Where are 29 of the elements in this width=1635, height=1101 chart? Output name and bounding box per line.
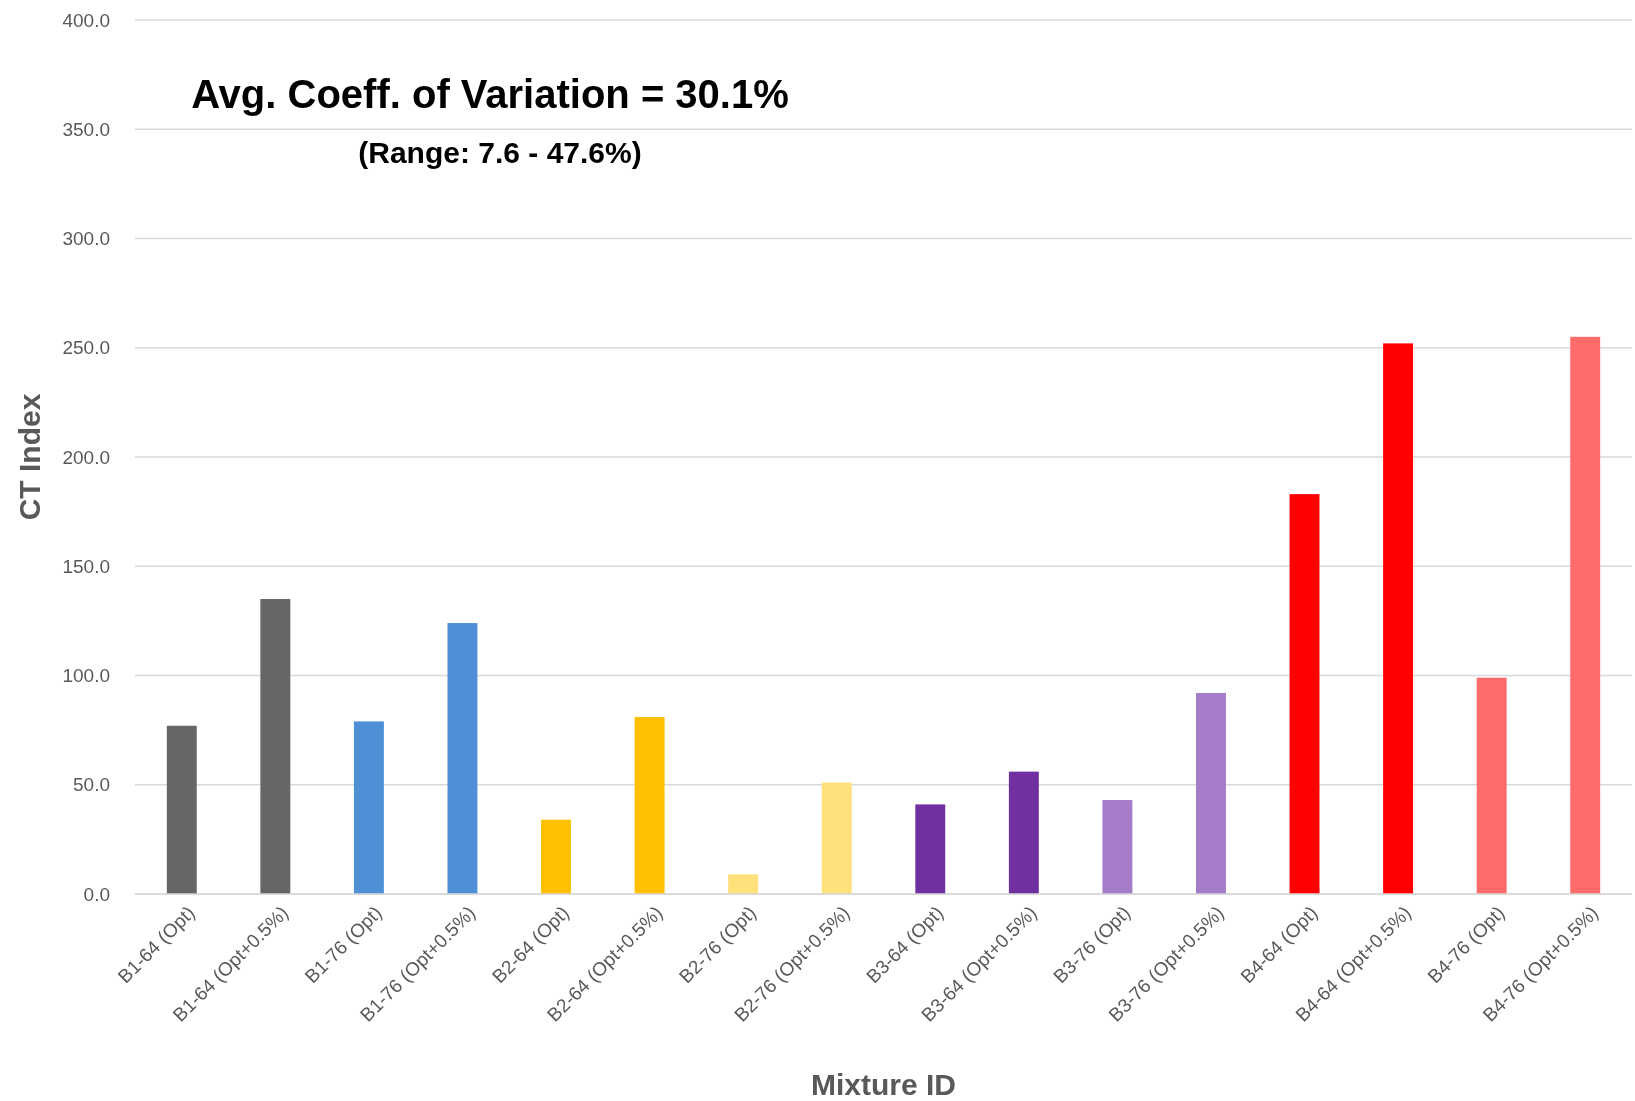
bar [541, 819, 571, 894]
bar [634, 717, 665, 894]
bar [260, 599, 291, 894]
y-tick-label: 100.0 [62, 665, 110, 687]
bar [821, 782, 852, 894]
bar [915, 804, 946, 894]
bar [1289, 494, 1320, 894]
annotation: (Range: 7.6 - 47.6%) [358, 136, 642, 169]
y-axis-title: CT Index [13, 393, 46, 521]
bar [1196, 692, 1226, 894]
y-tick-label: 200.0 [62, 446, 110, 468]
annotation: Avg. Coeff. of Variation = 30.1% [191, 72, 789, 116]
bar [166, 725, 197, 894]
y-tick-label: 0.0 [83, 883, 110, 905]
y-tick-label: 300.0 [62, 228, 110, 250]
y-tick-label: 250.0 [62, 337, 110, 359]
bar [1383, 343, 1414, 894]
bar [353, 721, 384, 894]
bar [1008, 771, 1039, 894]
y-tick-label: 150.0 [62, 555, 110, 577]
bar [728, 874, 759, 894]
bar [447, 623, 478, 894]
y-tick-label: 350.0 [62, 118, 110, 140]
y-tick-label: 400.0 [62, 9, 110, 31]
x-axis-title: Mixture ID [810, 1068, 957, 1101]
y-tick-label: 50.0 [73, 774, 110, 796]
bar [1570, 336, 1601, 894]
bar [1476, 677, 1507, 894]
bar [1102, 800, 1133, 894]
